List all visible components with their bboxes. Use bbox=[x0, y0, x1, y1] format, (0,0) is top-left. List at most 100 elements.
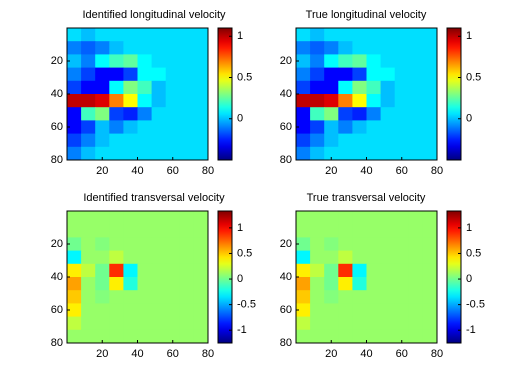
heatmap-cell bbox=[366, 316, 382, 331]
heatmap-cell bbox=[338, 290, 353, 304]
heatmap-cell bbox=[296, 303, 311, 318]
heatmap-cell bbox=[123, 80, 138, 95]
heatmap-cell bbox=[352, 120, 367, 135]
heatmap-cell bbox=[394, 146, 410, 161]
heatmap-cell bbox=[151, 120, 167, 135]
heatmap-cell bbox=[81, 263, 96, 278]
heatmap-cell bbox=[310, 237, 325, 252]
heatmap-cell bbox=[380, 28, 396, 42]
colorbar-tick-label: 0 bbox=[466, 113, 472, 125]
heatmap-cell bbox=[422, 303, 438, 318]
heatmap-cell bbox=[408, 94, 424, 108]
heatmap-cell bbox=[95, 329, 110, 344]
heatmap-cell bbox=[338, 237, 353, 252]
heatmap-cell bbox=[408, 250, 424, 265]
heatmap-cell bbox=[296, 263, 311, 278]
heatmap-cell bbox=[109, 316, 124, 331]
heatmap-cell bbox=[67, 94, 82, 108]
heatmap-cell bbox=[109, 290, 124, 304]
heatmap-cell bbox=[366, 146, 382, 161]
heatmap-cell bbox=[67, 316, 82, 331]
heatmap-cell bbox=[352, 329, 367, 344]
x-tick-label: 20 bbox=[96, 348, 108, 360]
heatmap-cell bbox=[81, 41, 96, 55]
heatmap-cell bbox=[151, 303, 167, 318]
heatmap-cell bbox=[310, 316, 325, 331]
heatmap-cell bbox=[151, 263, 167, 278]
heatmap-cell bbox=[151, 250, 167, 265]
heatmap-cell bbox=[151, 146, 167, 161]
heatmap-cell bbox=[95, 107, 110, 121]
heatmap-cell bbox=[394, 120, 410, 135]
heatmap-cell bbox=[380, 67, 396, 82]
y-tick-label: 20 bbox=[280, 238, 292, 250]
heatmap-cell bbox=[123, 120, 138, 135]
heatmap-cell bbox=[137, 28, 153, 42]
heatmap-cell bbox=[310, 41, 325, 55]
heatmap-cell bbox=[422, 277, 438, 291]
heatmap-cell bbox=[366, 290, 382, 304]
heatmap-cell bbox=[366, 224, 382, 238]
heatmap-cell bbox=[366, 263, 382, 278]
heatmap-cell bbox=[179, 80, 195, 95]
heatmap-cell bbox=[179, 28, 195, 42]
colorbar-tick-label: -1 bbox=[466, 324, 476, 336]
heatmap-cell bbox=[422, 107, 438, 121]
heatmap-cell bbox=[310, 80, 325, 95]
heatmap-cell bbox=[310, 250, 325, 265]
heatmap-cell bbox=[137, 80, 153, 95]
heatmap-cell bbox=[296, 329, 311, 344]
heatmap-cell bbox=[366, 120, 382, 135]
heatmap-cell bbox=[123, 133, 138, 148]
heatmap-cell bbox=[151, 107, 167, 121]
heatmap-cell bbox=[109, 54, 124, 69]
heatmap-cell bbox=[137, 146, 153, 161]
y-tick-label: 60 bbox=[51, 304, 63, 316]
heatmap-cell bbox=[179, 263, 195, 278]
heatmap-cell bbox=[310, 133, 325, 148]
heatmap-cell bbox=[179, 94, 195, 108]
y-tick-label: 80 bbox=[51, 337, 63, 349]
heatmap-cell bbox=[123, 303, 138, 318]
heatmap-cell bbox=[123, 67, 138, 82]
heatmap-cell bbox=[352, 316, 367, 331]
heatmap-cell bbox=[193, 146, 209, 161]
heatmap-cell bbox=[137, 54, 153, 69]
heatmap-cell bbox=[338, 94, 353, 108]
heatmap-cell bbox=[338, 329, 353, 344]
y-tick-label: 20 bbox=[51, 55, 63, 67]
heatmap-cell bbox=[179, 224, 195, 238]
heatmap-cell bbox=[408, 67, 424, 82]
heatmap-cell bbox=[380, 224, 396, 238]
heatmap-cell bbox=[422, 146, 438, 161]
heatmap-cell bbox=[165, 54, 181, 69]
heatmap-cell bbox=[310, 107, 325, 121]
heatmap-cell bbox=[137, 263, 153, 278]
heatmap-cell bbox=[324, 263, 339, 278]
heatmap-cell bbox=[193, 54, 209, 69]
y-tick-label: 60 bbox=[280, 304, 292, 316]
heatmap-cell bbox=[109, 329, 124, 344]
heatmap-cell bbox=[422, 290, 438, 304]
heatmap-cell bbox=[193, 133, 209, 148]
heatmap-cell bbox=[123, 263, 138, 278]
heatmap-cell bbox=[165, 80, 181, 95]
colorbar-tick-label: 0.5 bbox=[237, 247, 252, 259]
heatmap-cell bbox=[366, 277, 382, 291]
heatmap-cell bbox=[151, 94, 167, 108]
heatmap-cell bbox=[324, 224, 339, 238]
heatmap-cell bbox=[296, 107, 311, 121]
heatmap-cell bbox=[310, 303, 325, 318]
x-tick-label: 20 bbox=[325, 348, 337, 360]
heatmap-cell bbox=[109, 224, 124, 238]
heatmap-cell bbox=[151, 211, 167, 225]
heatmap-cell bbox=[151, 28, 167, 42]
heatmap-cell bbox=[193, 67, 209, 82]
heatmap-cell bbox=[179, 290, 195, 304]
heatmap-cell bbox=[324, 120, 339, 135]
heatmap-cell bbox=[165, 28, 181, 42]
heatmap-cell bbox=[394, 237, 410, 252]
heatmap-cell bbox=[179, 133, 195, 148]
heatmap-cell bbox=[123, 54, 138, 69]
